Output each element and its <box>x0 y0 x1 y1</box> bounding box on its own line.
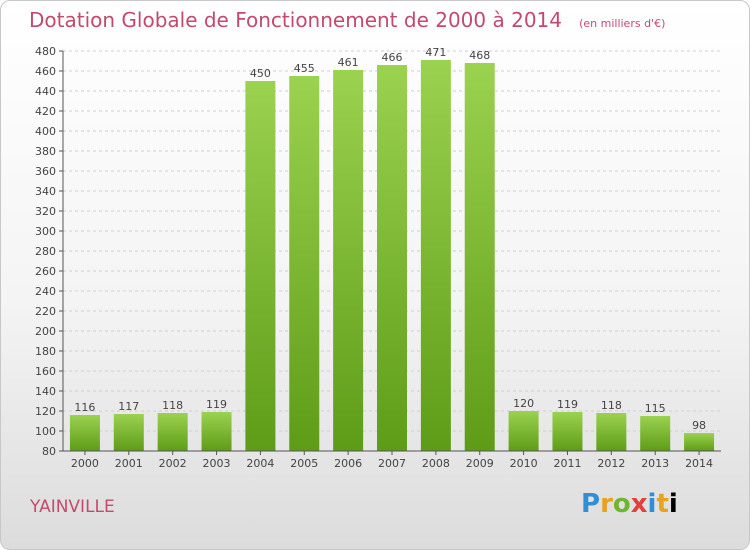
y-tick-label: 420 <box>35 105 56 118</box>
data-label-2014: 98 <box>692 419 706 432</box>
x-tick-label-2002: 2002 <box>159 457 187 470</box>
data-label-2006: 461 <box>338 56 359 69</box>
bar-2004 <box>245 81 276 451</box>
x-tick-label-2004: 2004 <box>246 457 274 470</box>
y-tick-label: 180 <box>35 345 56 358</box>
data-label-2004: 450 <box>250 67 271 80</box>
y-tick-label: 160 <box>35 365 56 378</box>
y-tick-label: 280 <box>35 245 56 258</box>
x-tick-label-2012: 2012 <box>597 457 625 470</box>
y-tick-label: 80 <box>42 445 56 458</box>
y-tick-label: 300 <box>35 225 56 238</box>
bar-2011 <box>552 412 583 451</box>
x-tick-label-2013: 2013 <box>641 457 669 470</box>
bar-2005 <box>289 76 320 451</box>
data-label-2005: 455 <box>294 62 315 75</box>
data-label-2011: 119 <box>557 398 578 411</box>
y-tick-label: 120 <box>35 405 56 418</box>
axis-layer: 80 100 120 140 160 180 200 220 240 260 280 300 320 34… <box>35 45 721 470</box>
data-label-2008: 471 <box>425 46 446 59</box>
x-tick-label-2011: 2011 <box>553 457 581 470</box>
y-tick-label: 340 <box>35 185 56 198</box>
bar-2001 <box>113 414 144 451</box>
y-tick-label: 440 <box>35 85 56 98</box>
bar-2006 <box>333 70 364 451</box>
bar-2007 <box>377 65 407 451</box>
bar-2000 <box>69 415 100 451</box>
y-tick-label: 380 <box>35 145 56 158</box>
chart-title-text: Dotation Globale de Fonctionnement de 20… <box>29 8 562 32</box>
x-tick-label-2005: 2005 <box>290 457 318 470</box>
x-tick-label-2010: 2010 <box>510 457 538 470</box>
bar-2010 <box>508 411 539 451</box>
x-tick-label-2007: 2007 <box>378 457 406 470</box>
x-tick-label-2003: 2003 <box>203 457 231 470</box>
y-tick-label: 240 <box>35 285 56 298</box>
y-tick-label: 220 <box>35 305 56 318</box>
y-tick-label: 460 <box>35 65 56 78</box>
proxiti-logo[interactable]: Proxiti <box>581 489 678 519</box>
x-tick-label-2014: 2014 <box>685 457 713 470</box>
chart-title: Dotation Globale de Fonctionnement de 20… <box>29 8 665 32</box>
data-label-2002: 118 <box>162 399 183 412</box>
x-tick-label-2006: 2006 <box>334 457 362 470</box>
bar-2002 <box>157 413 188 451</box>
bar-2003 <box>201 412 232 451</box>
bar-2013 <box>640 416 671 451</box>
x-tick-label-2001: 2001 <box>115 457 143 470</box>
bar-2008 <box>420 60 451 451</box>
commune-name: YAINVILLE <box>30 497 115 517</box>
data-label-2012: 118 <box>601 399 622 412</box>
y-tick-label: 200 <box>35 325 56 338</box>
bar-layer <box>69 60 715 451</box>
y-tick-label: 400 <box>35 125 56 138</box>
y-tick-label: 140 <box>35 385 56 398</box>
chart-unit: (en milliers d'€) <box>579 17 666 30</box>
x-tick-label-2009: 2009 <box>466 457 494 470</box>
data-label-2010: 120 <box>513 397 534 410</box>
data-label-2009: 468 <box>469 49 490 62</box>
data-label-2000: 116 <box>74 401 95 414</box>
data-label-2013: 115 <box>645 402 666 415</box>
label-layer: 116 117 118 119 450 455 461 466 471 468 120 119 118 1… <box>74 46 706 432</box>
y-tick-label: 100 <box>35 425 56 438</box>
y-tick-label: 480 <box>35 45 56 58</box>
bar-2012 <box>596 413 627 451</box>
bar-2014 <box>684 433 715 451</box>
x-tick-label-2008: 2008 <box>422 457 450 470</box>
bar-2009 <box>464 63 495 451</box>
y-tick-label: 360 <box>35 165 56 178</box>
y-tick-label: 260 <box>35 265 56 278</box>
x-tick-label-2000: 2000 <box>71 457 99 470</box>
y-tick-label: 320 <box>35 205 56 218</box>
data-label-2007: 466 <box>382 51 403 64</box>
data-label-2001: 117 <box>118 400 139 413</box>
data-label-2003: 119 <box>206 398 227 411</box>
